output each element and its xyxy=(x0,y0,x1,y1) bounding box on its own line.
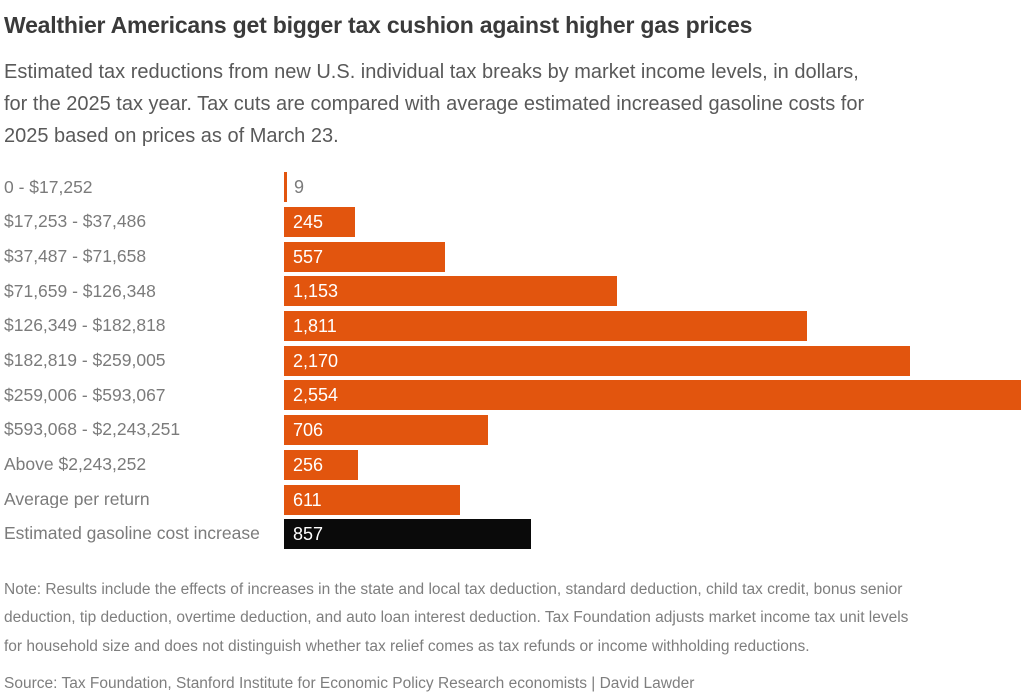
category-label: $126,349 - $182,818 xyxy=(4,317,166,335)
category-label: Estimated gasoline cost increase xyxy=(4,525,260,543)
value-label: 2,554 xyxy=(293,385,339,406)
value-label: 857 xyxy=(293,524,324,545)
bar-track: 9 xyxy=(284,172,1021,203)
bar-row: Estimated gasoline cost increase 857 xyxy=(4,517,1024,552)
bar: 1,811 xyxy=(284,311,807,342)
chart-rows: 0 - $17,252 9 $17,253 - $37,486 245 $37,487 … xyxy=(4,170,1024,552)
value-label: 611 xyxy=(293,489,322,510)
bar-row: $593,068 - $2,243,251 706 xyxy=(4,413,1024,448)
value-label: 245 xyxy=(293,212,324,233)
category-label: $17,253 - $37,486 xyxy=(4,213,147,231)
source-attribution: Source: Tax Foundation, Stanford Institu… xyxy=(4,675,695,693)
category-label: Above $2,243,252 xyxy=(4,456,147,474)
bar-row: $37,487 - $71,658 557 xyxy=(4,239,1024,274)
bar-row: 0 - $17,252 9 xyxy=(4,170,1024,205)
footnote-line: for household size and does not distingu… xyxy=(4,637,810,655)
bar: 706 xyxy=(284,415,488,446)
value-label: 1,811 xyxy=(293,316,337,337)
bar-chart: 0 - $17,252 9 $17,253 - $37,486 245 $37,487 … xyxy=(4,170,1024,552)
subtitle-line: for the 2025 tax year. Tax cuts are comp… xyxy=(4,93,865,115)
bar-track: 611 xyxy=(284,484,1021,515)
bar: 1,153 xyxy=(284,276,617,307)
value-label: 9 xyxy=(294,177,305,198)
category-label: $37,487 - $71,658 xyxy=(4,247,147,266)
bar: 857 xyxy=(284,519,532,550)
bar: 2,554 xyxy=(284,380,1021,411)
category-label: $259,006 - $593,067 xyxy=(4,386,166,405)
bar: 2,170 xyxy=(284,345,911,376)
bar-row: $17,253 - $37,486 245 xyxy=(4,205,1024,240)
bar-track: 256 xyxy=(284,449,1021,480)
chart-footer: Note: Results include the effects of inc… xyxy=(4,576,1024,694)
value-label: 1,153 xyxy=(293,281,339,302)
bar-row: $71,659 - $126,348 1,153 xyxy=(4,274,1024,309)
bar-track: 706 xyxy=(284,415,1021,446)
value-label: 706 xyxy=(293,420,324,441)
bar-row: Average per return 611 xyxy=(4,482,1024,517)
bar-track: 857 xyxy=(284,519,1021,550)
bar: 611 xyxy=(284,484,461,515)
chart-title: Wealthier Americans get bigger tax cushi… xyxy=(4,12,753,38)
category-label: $593,068 - $2,243,251 xyxy=(4,421,181,439)
bar-track: 1,811 xyxy=(284,311,1021,342)
category-label: $71,659 - $126,348 xyxy=(4,282,156,301)
subtitle-line: Estimated tax reductions from new U.S. i… xyxy=(4,61,859,83)
value-label: 557 xyxy=(293,246,324,267)
bar-track: 2,554 xyxy=(284,380,1021,411)
bar-track: 2,170 xyxy=(284,345,1021,376)
footnote: Note: Results include the effects of inc… xyxy=(4,576,1024,662)
bar-row: $182,819 - $259,005 2,170 xyxy=(4,343,1024,378)
bar-track: 245 xyxy=(284,207,1021,238)
footnote-line: Note: Results include the effects of inc… xyxy=(4,580,903,598)
bar-row: $259,006 - $593,067 2,554 xyxy=(4,378,1024,413)
bar: 245 xyxy=(284,207,355,238)
subtitle-line: 2025 based on prices as of March 23. xyxy=(4,125,339,147)
bar-track: 557 xyxy=(284,241,1021,272)
bar-track: 1,153 xyxy=(284,276,1021,307)
bar-row: Above $2,243,252 256 xyxy=(4,448,1024,483)
bar: 557 xyxy=(284,241,445,272)
category-label: 0 - $17,252 xyxy=(4,178,93,197)
category-label: $182,819 - $259,005 xyxy=(4,352,166,370)
bar-row: $126,349 - $182,818 1,811 xyxy=(4,309,1024,344)
chart-subtitle: Estimated tax reductions from new U.S. i… xyxy=(4,56,1024,152)
footnote-line: deduction, tip deduction, overtime deduc… xyxy=(4,609,909,627)
bar: 256 xyxy=(284,449,358,480)
category-label: Average per return xyxy=(4,490,150,509)
value-label: 256 xyxy=(293,454,324,475)
bar xyxy=(284,172,287,203)
value-label: 2,170 xyxy=(293,350,339,371)
